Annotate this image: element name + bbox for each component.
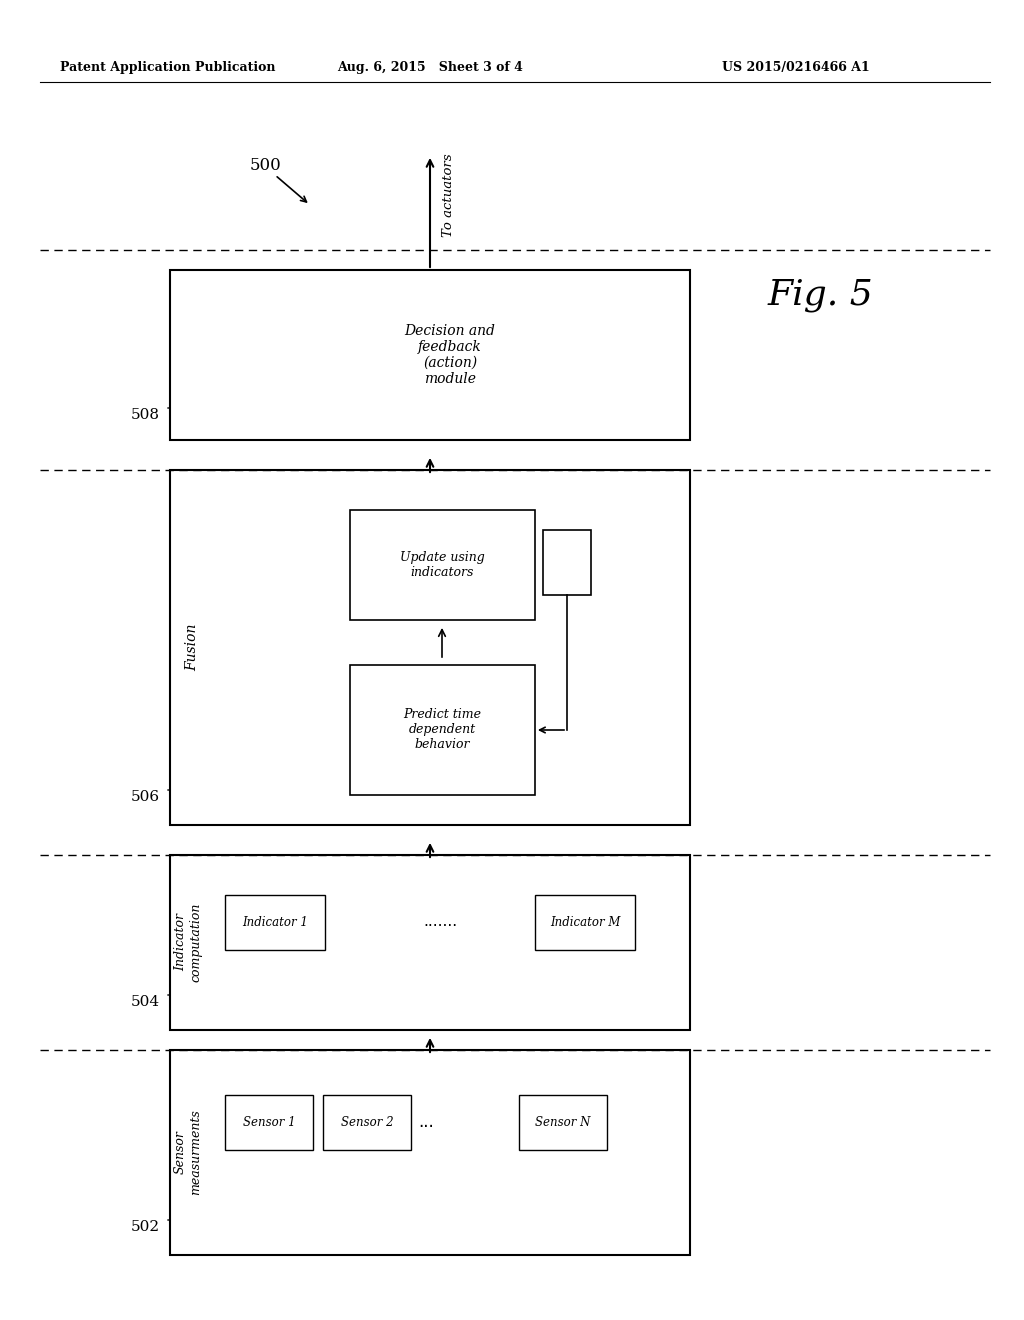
Text: 506: 506: [131, 789, 160, 804]
Text: Fig. 5: Fig. 5: [767, 279, 872, 312]
Bar: [170, 1049, 690, 1255]
Bar: [170, 470, 690, 825]
Text: Aug. 6, 2015   Sheet 3 of 4: Aug. 6, 2015 Sheet 3 of 4: [337, 62, 523, 74]
Text: Indicator 1: Indicator 1: [242, 916, 308, 928]
Text: Update using
indicators: Update using indicators: [399, 550, 484, 579]
Text: 504: 504: [131, 995, 160, 1008]
Text: Patent Application Publication: Patent Application Publication: [60, 62, 275, 74]
Bar: [225, 895, 325, 950]
Bar: [535, 895, 635, 950]
Text: 508: 508: [131, 408, 160, 422]
Text: Sensor
measurments: Sensor measurments: [174, 1109, 202, 1195]
Bar: [350, 665, 535, 795]
Text: Decision and
feedback
(action)
module: Decision and feedback (action) module: [404, 323, 496, 387]
Text: Indicator M: Indicator M: [550, 916, 621, 928]
Text: Sensor 2: Sensor 2: [341, 1115, 393, 1129]
Text: To actuators: To actuators: [441, 153, 455, 236]
Bar: [519, 1096, 607, 1150]
Text: Sensor 1: Sensor 1: [243, 1115, 295, 1129]
Text: Predict time
dependent
behavior: Predict time dependent behavior: [403, 709, 481, 751]
Text: 502: 502: [131, 1220, 160, 1234]
Text: .......: .......: [423, 915, 457, 929]
Text: ...: ...: [418, 1113, 434, 1131]
Bar: [170, 855, 690, 1030]
Text: 500: 500: [250, 157, 282, 173]
Bar: [350, 510, 535, 620]
Text: Indicator
computation: Indicator computation: [174, 903, 202, 982]
Text: Sensor N: Sensor N: [536, 1115, 591, 1129]
Text: US 2015/0216466 A1: US 2015/0216466 A1: [722, 62, 870, 74]
Bar: [323, 1096, 411, 1150]
Bar: [170, 271, 690, 440]
Text: Fusion: Fusion: [185, 623, 199, 671]
Bar: [225, 1096, 313, 1150]
Bar: [543, 531, 591, 595]
